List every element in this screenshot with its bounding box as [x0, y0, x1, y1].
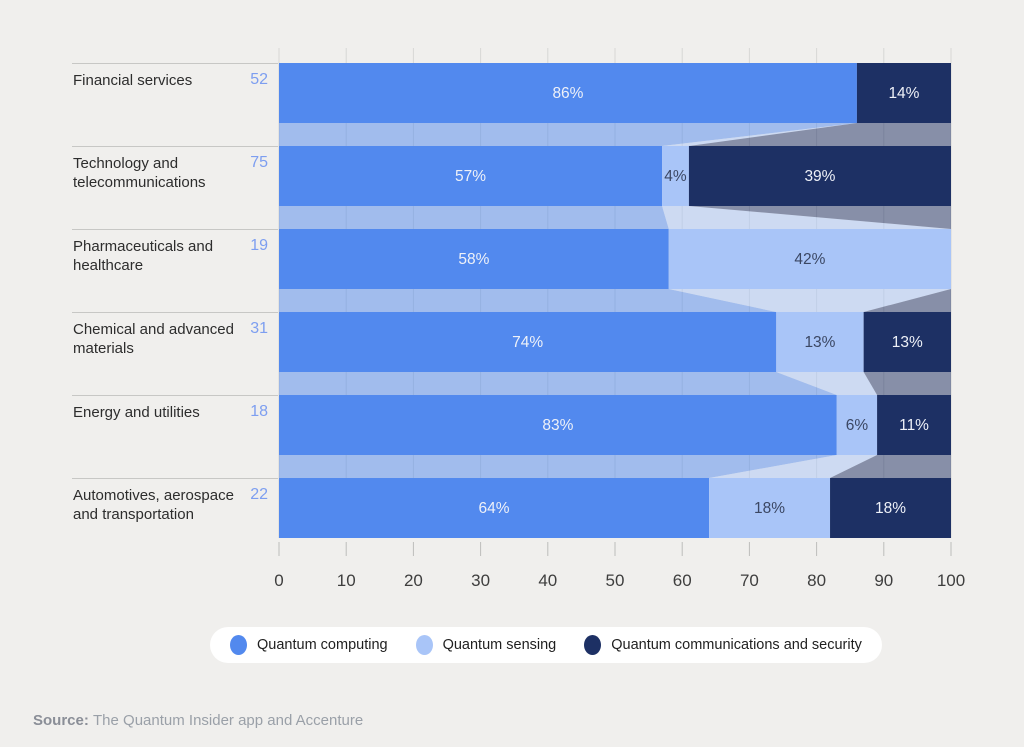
source-prefix: Source:: [33, 712, 94, 729]
x-axis-tick-label: 70: [740, 571, 759, 590]
x-axis-tick-label: 100: [937, 571, 965, 590]
x-axis-tick-label: 60: [673, 571, 692, 590]
segment-value-label: 39%: [804, 168, 835, 185]
bar-segment-communications: [688, 146, 951, 206]
category-label: Technology and telecommunications: [73, 155, 206, 191]
category-row: Financial services 52: [72, 63, 278, 146]
connector-sensing: [662, 206, 951, 229]
connector-communications: [830, 455, 951, 478]
legend-item-sensing: Quantum sensing: [415, 635, 557, 655]
legend-item-communications: Quantum communications and security: [584, 635, 862, 655]
connector-communications: [863, 289, 951, 312]
x-axis-tick-label: 40: [538, 571, 557, 590]
x-axis-tick-label: 50: [606, 571, 625, 590]
connector-computing: [279, 289, 777, 312]
category-count: 75: [250, 154, 268, 171]
connector-sensing: [662, 123, 857, 146]
connector-sensing: [668, 289, 951, 312]
category-label: Financial services: [73, 72, 193, 89]
category-row: Pharmaceuticals and healthcare 19: [72, 229, 278, 312]
segment-value-label: 86%: [552, 85, 583, 102]
x-axis-tick-label: 80: [807, 571, 826, 590]
segment-value-label: 13%: [892, 334, 923, 351]
category-row: Chemical and advanced materials 31: [72, 312, 278, 395]
category-row: Automotives, aerospace and transportatio…: [72, 478, 278, 561]
connector-computing: [279, 123, 857, 146]
category-count: 19: [250, 237, 268, 254]
category-label: Automotives, aerospace and transportatio…: [73, 487, 234, 523]
x-axis-tick-label: 0: [274, 571, 283, 590]
legend-swatch-communications: [584, 635, 602, 655]
row-separator: [72, 229, 278, 230]
category-label: Chemical and advanced materials: [73, 321, 234, 357]
bar-segment-sensing: [709, 478, 831, 538]
segment-value-label: 64%: [479, 500, 510, 517]
category-label: Energy and utilities: [73, 404, 200, 421]
segment-value-label: 14%: [888, 85, 919, 102]
connector-sensing: [709, 455, 878, 478]
bar-segment-computing: [279, 63, 857, 123]
source-text: The Quantum Insider app and Accenture: [93, 712, 364, 729]
category-count: 31: [250, 320, 268, 337]
x-axis-tick-label: 30: [471, 571, 490, 590]
segment-value-label: 58%: [458, 251, 489, 268]
bar-segment-computing: [279, 312, 777, 372]
bar-segment-computing: [279, 395, 837, 455]
category-count: 22: [250, 486, 268, 503]
bar-segment-computing: [279, 229, 669, 289]
segment-value-label: 83%: [542, 417, 573, 434]
connector-communications: [688, 206, 951, 229]
connector-communications: [688, 123, 951, 146]
connector-computing: [279, 206, 669, 229]
bar-segment-computing: [279, 146, 663, 206]
bar-segment-communications: [877, 395, 951, 455]
bar-segment-communications: [863, 312, 951, 372]
row-separator: [72, 478, 278, 479]
category-label: Pharmaceuticals and healthcare: [73, 238, 214, 274]
category-row: Energy and utilities 18: [72, 395, 278, 478]
connector-sensing: [776, 372, 878, 395]
bar-segment-communications: [856, 63, 951, 123]
segment-value-label: 13%: [804, 334, 835, 351]
segment-value-label: 18%: [875, 500, 906, 517]
bar-segment-sensing: [836, 395, 878, 455]
category-count: 52: [250, 71, 268, 88]
legend-label: Quantum computing: [257, 637, 388, 653]
segment-value-label: 11%: [899, 417, 929, 434]
legend: Quantum computing Quantum sensing Quantum …: [210, 627, 882, 663]
x-axis-tick-label: 90: [874, 571, 893, 590]
connector-computing: [279, 455, 837, 478]
segment-value-label: 74%: [512, 334, 543, 351]
segment-value-label: 18%: [754, 500, 785, 517]
legend-item-computing: Quantum computing: [230, 635, 388, 655]
x-axis-tick-label: 20: [404, 571, 423, 590]
source-note: Source: The Quantum Insider app and Acce…: [33, 712, 363, 729]
bar-segment-communications: [830, 478, 951, 538]
segment-value-label: 4%: [664, 168, 687, 185]
bar-segment-sensing: [668, 229, 951, 289]
segment-value-label: 42%: [794, 251, 825, 268]
legend-swatch-computing: [230, 635, 247, 655]
bar-segment-sensing: [776, 312, 864, 372]
legend-swatch-sensing: [415, 635, 433, 655]
segment-value-label: 6%: [846, 417, 869, 434]
x-axis-tick-label: 10: [337, 571, 356, 590]
row-separator: [72, 312, 278, 313]
category-count: 18: [250, 403, 268, 420]
bar-segment-computing: [279, 478, 710, 538]
category-row: Technology and telecommunications 75: [72, 146, 278, 229]
legend-label: Quantum sensing: [442, 637, 557, 653]
segment-value-label: 57%: [455, 168, 486, 185]
row-separator: [72, 63, 278, 64]
connector-computing: [279, 372, 837, 395]
connector-communications: [863, 372, 951, 395]
row-separator: [72, 146, 278, 147]
legend-label: Quantum communications and security: [611, 637, 862, 653]
bar-segment-sensing: [662, 146, 689, 206]
row-separator: [72, 395, 278, 396]
